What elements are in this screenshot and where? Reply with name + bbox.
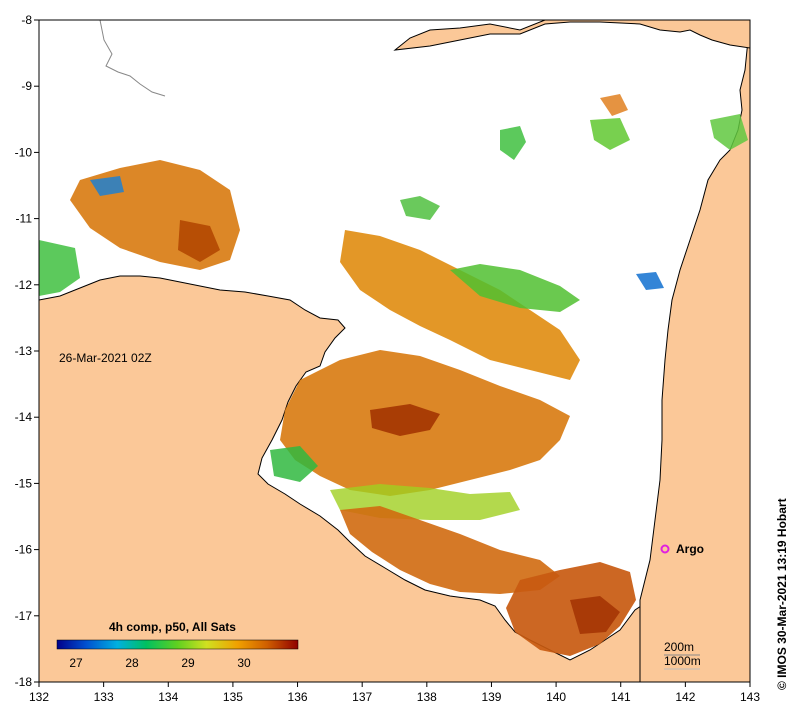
y-tick-label: -18 [15, 675, 33, 689]
y-tick-label: -16 [15, 543, 33, 557]
argo-marker [660, 544, 670, 554]
y-tick-label: -11 [16, 212, 33, 226]
legend-tick-label: 27 [69, 656, 83, 670]
sst-patch-gulf-deep [370, 404, 440, 436]
x-tick-label: 133 [94, 690, 114, 704]
credit-label: © IMOS 30-Mar-2021 13:19 Hobart [775, 498, 789, 690]
sst-patch-northwest-blue [90, 176, 124, 196]
sst-patch-gulf-south [340, 506, 560, 594]
sst-patch-northeast-orange [600, 94, 628, 116]
legend-tick-label: 28 [125, 656, 139, 670]
y-tick-label: -14 [15, 410, 33, 424]
legend-ticks: 27 28 29 30 [69, 656, 251, 670]
legend-tick-label: 29 [181, 656, 195, 670]
sst-patch-green-west [270, 446, 318, 482]
argo-label: Argo [676, 542, 704, 556]
legend-title: 4h comp, p50, All Sats [109, 620, 236, 634]
x-tick-label: 142 [675, 690, 695, 704]
sst-patch-southeast-deep [570, 596, 620, 634]
land-new-guinea [393, 20, 750, 51]
y-tick-label: -9 [21, 79, 32, 93]
sst-patches [39, 94, 748, 656]
y-tick-label: -8 [21, 13, 32, 27]
y-tick-label: -12 [15, 278, 33, 292]
timestamp-label: 26-Mar-2021 02Z [59, 351, 152, 365]
sst-patch-north-green-1 [500, 126, 526, 160]
x-tick-label: 143 [740, 690, 760, 704]
y-tick-label: -15 [15, 476, 33, 490]
y-axis: -8 -9 -10 -11 -12 -13 -14 -15 -16 -17 -18 [15, 13, 39, 689]
sst-patch-gulf-north [340, 230, 580, 380]
x-tick-label: 132 [29, 690, 49, 704]
x-tick-label: 141 [611, 690, 631, 704]
depth-200m-label: 200m [664, 640, 694, 654]
depth-1000m-label: 1000m [664, 654, 701, 668]
legend-tick-label: 30 [237, 656, 251, 670]
x-axis: 132 133 134 135 136 137 138 139 140 141 142 143 [29, 682, 760, 704]
land-cape-york [639, 20, 750, 682]
x-tick-label: 137 [352, 690, 372, 704]
sst-patch-east-blue [636, 272, 664, 290]
x-tick-label: 139 [481, 690, 501, 704]
legend-colorbar [56, 639, 299, 650]
sst-patch-east-green [710, 114, 748, 150]
x-tick-label: 136 [288, 690, 308, 704]
y-tick-label: -13 [15, 344, 33, 358]
sst-patch-north-green-2 [590, 118, 630, 150]
x-tick-label: 140 [546, 690, 566, 704]
island-outline-north [99, 20, 166, 97]
y-tick-label: -10 [15, 145, 33, 159]
sst-patch-green-central [450, 264, 580, 312]
sst-patch-southeast [506, 562, 636, 656]
x-tick-label: 134 [158, 690, 178, 704]
y-tick-label: -17 [15, 609, 33, 623]
sst-patch-far-west [39, 240, 80, 296]
sst-patch-north-green-3 [400, 196, 440, 220]
sst-patch-west-deep [178, 220, 220, 262]
x-tick-label: 138 [417, 690, 437, 704]
x-tick-label: 135 [223, 690, 243, 704]
